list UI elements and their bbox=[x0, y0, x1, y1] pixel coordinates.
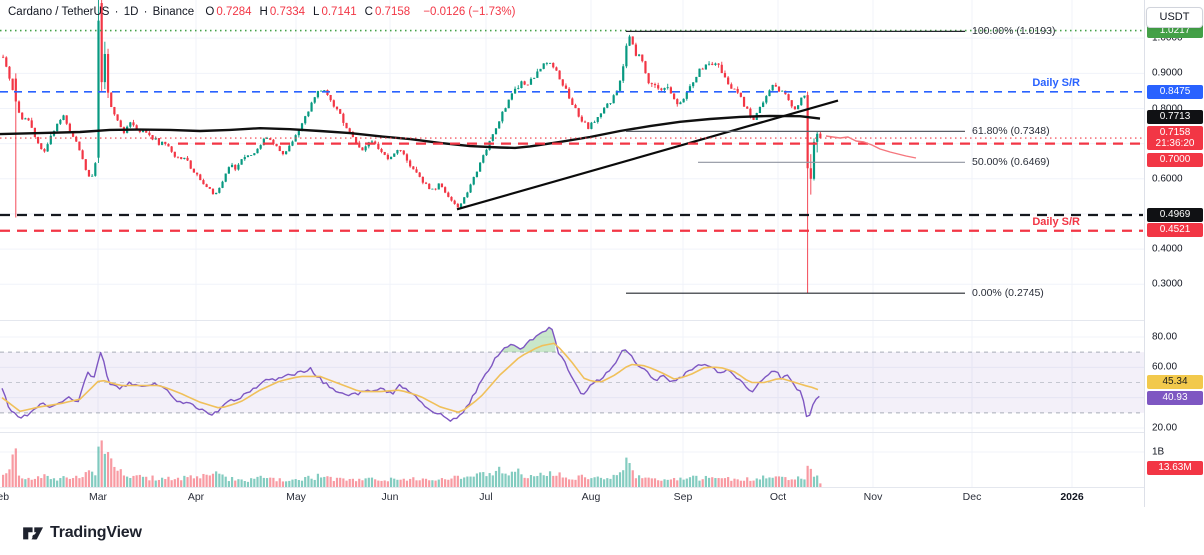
price-label-chip: 0.7713 bbox=[1147, 110, 1203, 124]
fib-level-label: 0.00% (0.2745) bbox=[972, 287, 1044, 299]
price-axis-tick: 60.00 bbox=[1152, 361, 1178, 373]
symbol-header[interactable]: Cardano / TetherUS · 1D · Binance O 0.728… bbox=[8, 6, 517, 18]
ohlc-value: 0.7334 bbox=[269, 6, 306, 18]
fib-level-label: 61.80% (0.7348) bbox=[972, 125, 1050, 138]
price-label-chip: 0.4521 bbox=[1147, 223, 1203, 238]
price-label-chip: 40.93 bbox=[1147, 390, 1203, 405]
fib-level-label: 50.00% (0.6469) bbox=[972, 156, 1050, 168]
time-axis-label: Oct bbox=[769, 491, 787, 503]
change-value: −0.0126 (−1.73%) bbox=[423, 6, 516, 18]
exchange-label: Binance bbox=[152, 6, 195, 18]
price-axis-tick: 0.4000 bbox=[1152, 243, 1183, 255]
countdown-timer: 21:36:20 bbox=[1155, 137, 1195, 149]
time-axis-label: May bbox=[286, 491, 306, 503]
interval-label[interactable]: 1D bbox=[123, 6, 139, 18]
price-label-chip: 0.7000 bbox=[1147, 152, 1203, 167]
header-separator: · bbox=[114, 6, 119, 18]
time-axis-label: Sep bbox=[673, 491, 693, 503]
ohlc-value: 0.7158 bbox=[374, 6, 411, 18]
price-label-chip: 45.34 bbox=[1147, 375, 1203, 389]
time-axis-label: Aug bbox=[581, 491, 601, 503]
time-axis-label: Nov bbox=[863, 491, 883, 503]
footer: TradingView bbox=[0, 507, 1204, 555]
time-axis-label: 2026 bbox=[1060, 491, 1084, 503]
chart-canvas[interactable] bbox=[0, 0, 1144, 507]
tradingview-logo[interactable]: TradingView bbox=[21, 521, 142, 545]
daily-sr-label: Daily S/R bbox=[1032, 77, 1080, 89]
ohlc-value: 0.7284 bbox=[216, 6, 252, 18]
price-axis-tick: 0.8000 bbox=[1152, 103, 1183, 114]
time-axis-label: Apr bbox=[187, 491, 205, 503]
time-axis-label: Jul bbox=[479, 491, 493, 503]
chart-canvas-area[interactable]: Cardano / TetherUS · 1D · Binance O 0.728… bbox=[0, 0, 1144, 507]
currency-button[interactable]: USDT bbox=[1146, 7, 1203, 28]
price-label-chip: 0.8475 bbox=[1147, 84, 1203, 99]
price-axis-tick: 0.6000 bbox=[1152, 173, 1183, 185]
price-axis-tick: 0.9000 bbox=[1152, 67, 1183, 79]
price-axis-tick: 1.0000 bbox=[1152, 32, 1183, 44]
axis-separator bbox=[0, 487, 1204, 488]
price-axis-tick: 20.00 bbox=[1152, 422, 1178, 434]
time-axis-label: Feb bbox=[0, 491, 10, 503]
pane-separator[interactable] bbox=[0, 320, 1204, 321]
price-axis-tick: 80.00 bbox=[1152, 331, 1178, 343]
ohlc-label: O bbox=[205, 6, 215, 18]
header-separator: · bbox=[143, 6, 148, 18]
fib-level-label: 100.00% (1.0193) bbox=[972, 25, 1056, 38]
time-axis[interactable]: Feb Mar Apr May Jun Jul Aug Sep Oct Nov Dec 2026 bbox=[0, 488, 1144, 507]
tradingview-logo-icon bbox=[23, 527, 44, 540]
ohlc-value: 0.7141 bbox=[321, 6, 357, 18]
price-axis-tick: 0.3000 bbox=[1152, 278, 1183, 290]
price-axis[interactable]: USDT 1.0000 0.9000 0.8000 0.6000 0.4000 0.300… bbox=[1144, 0, 1204, 507]
pane-separator[interactable] bbox=[0, 432, 1204, 433]
time-axis-label: Dec bbox=[962, 491, 982, 503]
brand-name: TradingView bbox=[50, 524, 142, 541]
ohlc-label: C bbox=[364, 6, 373, 18]
price-axis-tick: 1B bbox=[1152, 446, 1165, 458]
ohlc-label: H bbox=[259, 6, 268, 18]
daily-sr-label: Daily S/R bbox=[1032, 216, 1080, 228]
price-label-chip: 0.7158 21:36:20 bbox=[1147, 125, 1203, 150]
time-axis-label: Mar bbox=[88, 491, 108, 503]
time-axis-label: Jun bbox=[381, 491, 399, 503]
price-label-chip: 13.63M bbox=[1147, 461, 1203, 475]
ohlc-values: O 0.7284 H 0.7334 L 0.7141 C 0.7158 bbox=[199, 6, 412, 18]
symbol-title[interactable]: Cardano / TetherUS bbox=[8, 6, 110, 18]
ohlc-label: L bbox=[313, 6, 320, 18]
price-label-chip: 0.4969 bbox=[1147, 207, 1203, 222]
